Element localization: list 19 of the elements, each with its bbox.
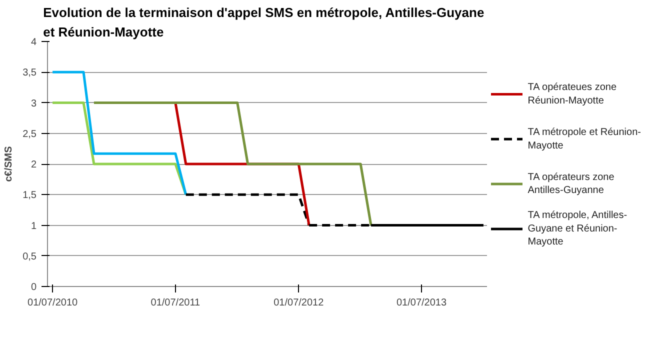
y-tick-label: 0 xyxy=(30,282,37,293)
y-tick-label: 2 xyxy=(30,160,37,170)
legend-label: TA métropole et Réunion-Mayotte xyxy=(528,127,641,152)
x-tick-label: 01/07/2010 xyxy=(28,298,78,308)
legend-label: TA opérateurs zone Antilles-Guyanne xyxy=(528,172,615,196)
x-tick-label: 01/07/2013 xyxy=(396,298,447,308)
y-tick-label: 3 xyxy=(30,98,37,110)
y-tick-label: 1 xyxy=(30,220,37,232)
legend-label: TA métropole, Antilles-Guyane et Réunion-Mayotte xyxy=(528,210,628,248)
y-axis-title: c€/SMS xyxy=(4,146,15,182)
y-tick-label: 2,5 xyxy=(22,128,37,140)
chart-title: Evolution de la terminaison d'appel SMS en métropole, Antilles-Guyane et Réunion-Mayotte xyxy=(43,5,484,40)
y-tick-label: 0,5 xyxy=(22,251,37,262)
x-tick-label: 01/07/2012 xyxy=(274,298,324,308)
y-tick-label: 1,5 xyxy=(22,190,37,202)
legend-label: TA opérateues zone Réunion-Mayotte xyxy=(528,82,617,106)
x-tick-label: 01/07/2011 xyxy=(150,298,201,308)
y-tick-label: 3,5 xyxy=(22,68,37,79)
y-tick-label: 4 xyxy=(30,37,37,48)
